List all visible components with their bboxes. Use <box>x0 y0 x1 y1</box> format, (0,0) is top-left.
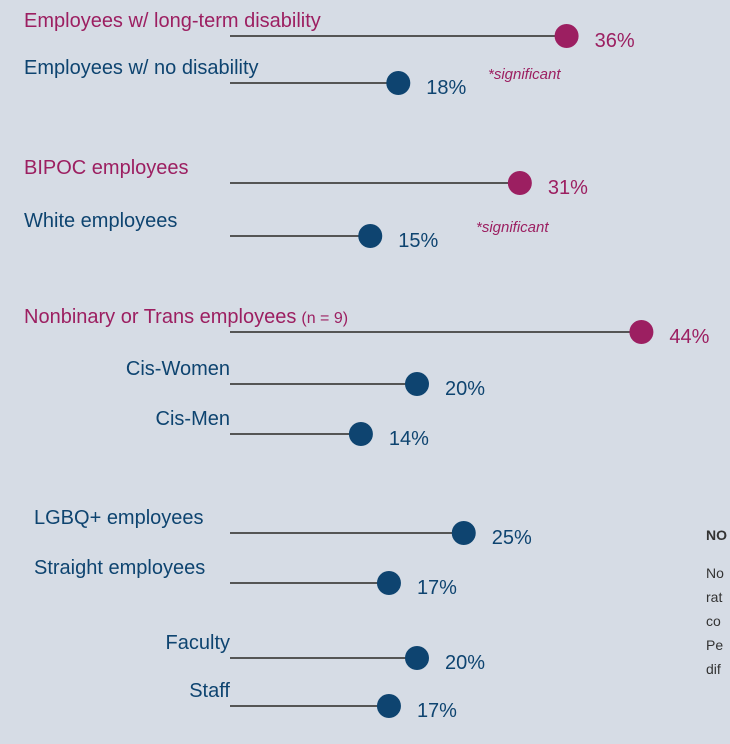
dot <box>376 571 401 595</box>
value-label: 17% <box>417 700 457 722</box>
category-label: Employees w/ long-term disability <box>24 10 321 32</box>
category-label: White employees <box>24 210 177 232</box>
category-label: Cis-Women <box>126 358 230 380</box>
value-label: 31% <box>548 177 588 199</box>
category-label: LGBQ+ employees <box>34 507 204 529</box>
dot <box>405 372 429 396</box>
value-label: 14% <box>389 428 429 450</box>
value-label: 36% <box>595 30 635 52</box>
dot <box>348 422 373 446</box>
category-label: Nonbinary or Trans employees (n = 9) <box>24 306 348 328</box>
category-text: Employees w/ long-term disability <box>24 10 321 32</box>
category-text: Straight employees <box>34 557 205 579</box>
category-label: Straight employees <box>34 557 205 579</box>
note-line: rat <box>706 589 722 605</box>
dot <box>405 646 429 670</box>
annotation: *significant <box>476 219 549 236</box>
category-text: LGBQ+ employees <box>34 507 204 529</box>
annotation: *significant <box>488 66 561 83</box>
value-label: 25% <box>492 527 532 549</box>
category-text: BIPOC employees <box>24 157 189 179</box>
dot <box>358 224 383 248</box>
category-label: BIPOC employees <box>24 157 189 179</box>
dot <box>629 320 654 344</box>
category-text: Cis-Men <box>156 408 230 430</box>
note-line: dif <box>706 661 721 677</box>
note-line: No <box>706 565 724 581</box>
category-label: Employees w/ no disability <box>24 57 259 79</box>
note-line: co <box>706 613 721 629</box>
value-label: 15% <box>398 230 438 252</box>
value-label: 20% <box>445 652 485 674</box>
value-label: 44% <box>669 326 709 348</box>
category-text: White employees <box>24 210 177 232</box>
value-label: 18% <box>426 77 466 99</box>
dot <box>451 521 476 545</box>
dot <box>554 24 579 48</box>
category-text: Nonbinary or Trans employees <box>24 306 296 328</box>
note-heading: NO <box>706 527 727 543</box>
category-text: Cis-Women <box>126 358 230 380</box>
category-text: Employees w/ no disability <box>24 57 259 79</box>
value-label: 20% <box>445 378 485 400</box>
category-label: Staff <box>189 680 230 702</box>
category-note: (n = 9) <box>301 310 348 327</box>
category-label: Faculty <box>166 632 230 654</box>
note-line: Pe <box>706 637 723 653</box>
dot <box>386 71 411 95</box>
category-label: Cis-Men <box>156 408 230 430</box>
dot <box>507 171 532 195</box>
dot <box>376 694 401 718</box>
category-text: Faculty <box>166 632 230 654</box>
category-text: Staff <box>189 680 230 702</box>
value-label: 17% <box>417 577 457 599</box>
